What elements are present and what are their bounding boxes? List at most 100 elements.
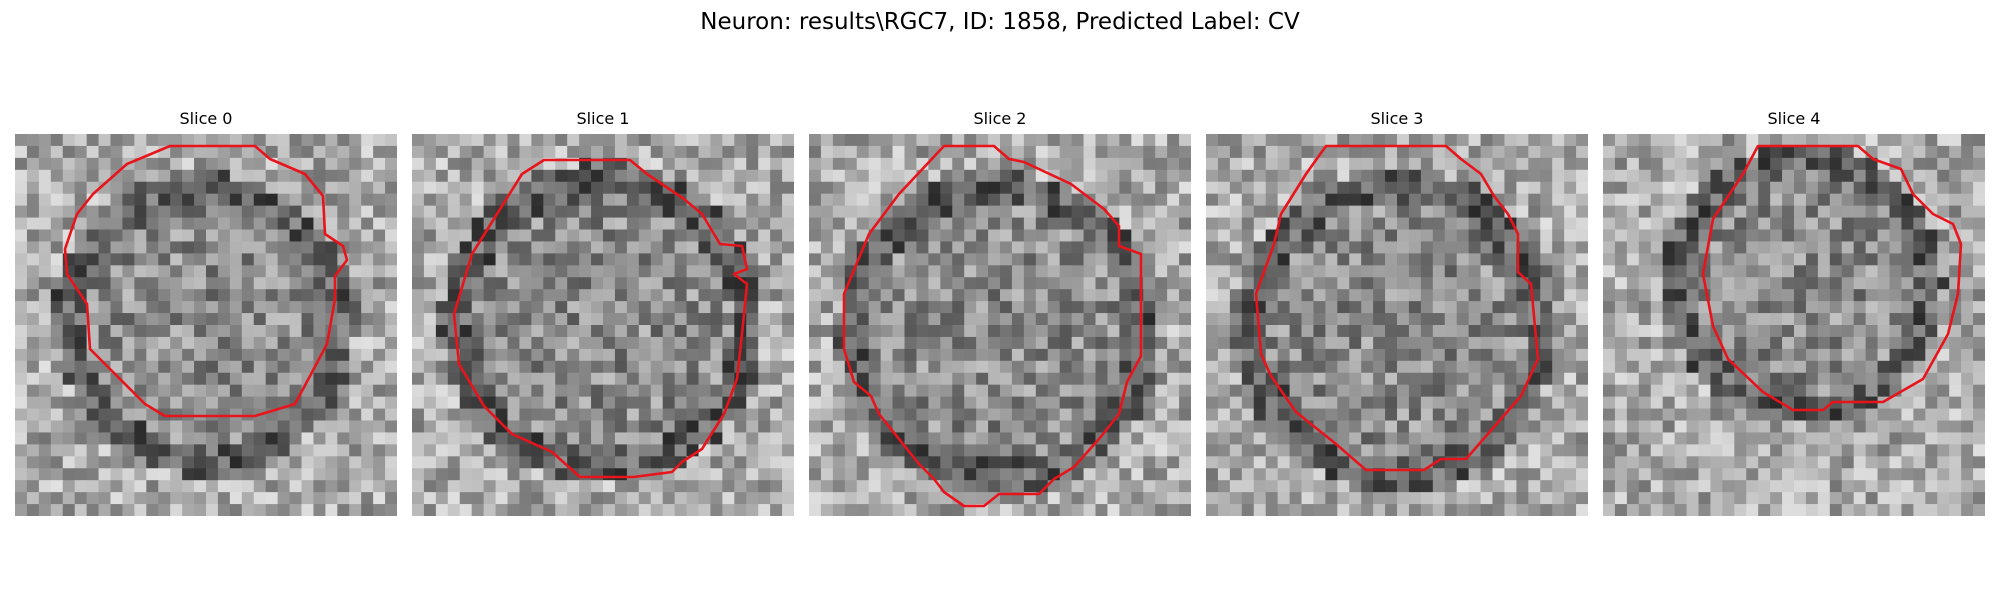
image-pixel: [230, 444, 243, 457]
image-pixel: [15, 444, 28, 457]
image-pixel: [472, 206, 485, 219]
image-pixel: [122, 170, 135, 183]
image-pixel: [1325, 277, 1338, 290]
image-pixel: [27, 313, 40, 326]
image-pixel: [964, 480, 977, 493]
image-pixel: [1615, 385, 1628, 398]
image-pixel: [1949, 397, 1962, 410]
image-pixel: [1385, 504, 1398, 516]
image-pixel: [770, 421, 783, 434]
image-pixel: [758, 504, 771, 516]
image-pixel: [857, 301, 870, 314]
image-pixel: [1421, 194, 1434, 207]
image-pixel: [845, 385, 858, 398]
image-pixel: [1048, 373, 1061, 386]
image-pixel: [746, 241, 759, 254]
image-pixel: [782, 349, 794, 362]
image-pixel: [448, 218, 461, 231]
image-pixel: [436, 230, 449, 243]
image-pixel: [770, 230, 783, 243]
image-pixel: [964, 349, 977, 362]
image-pixel: [51, 146, 64, 159]
image-pixel: [1722, 289, 1735, 302]
image-pixel: [158, 468, 171, 481]
image-pixel: [1119, 230, 1132, 243]
image-pixel: [567, 182, 580, 195]
image-pixel: [1794, 218, 1807, 231]
image-pixel: [1290, 265, 1303, 278]
image-pixel: [1373, 313, 1386, 326]
image-pixel: [1675, 301, 1688, 314]
image-pixel: [170, 134, 183, 147]
image-pixel: [1445, 409, 1458, 422]
image-pixel: [1878, 170, 1891, 183]
image-pixel: [1937, 432, 1950, 445]
image-pixel: [651, 265, 664, 278]
image-pixel: [218, 230, 231, 243]
image-pixel: [651, 218, 664, 231]
image-pixel: [710, 468, 723, 481]
image-pixel: [1024, 218, 1037, 231]
image-pixel: [699, 409, 712, 422]
image-pixel: [87, 444, 100, 457]
image-pixel: [460, 432, 473, 445]
image-pixel: [1290, 492, 1303, 505]
image-pixel: [567, 134, 580, 147]
image-pixel: [1107, 146, 1120, 159]
image-pixel: [218, 480, 231, 493]
image-pixel: [579, 361, 592, 374]
image-pixel: [1266, 289, 1279, 302]
image-pixel: [1024, 241, 1037, 254]
image-pixel: [1290, 456, 1303, 469]
image-pixel: [206, 218, 219, 231]
image-pixel: [1337, 241, 1350, 254]
image-pixel: [1119, 337, 1132, 350]
image-pixel: [1528, 241, 1541, 254]
image-pixel: [122, 134, 135, 147]
image-pixel: [111, 194, 124, 207]
image-pixel: [182, 444, 195, 457]
image-pixel: [51, 194, 64, 207]
image-pixel: [1890, 409, 1903, 422]
image-pixel: [1901, 349, 1914, 362]
image-pixel: [194, 289, 207, 302]
image-pixel: [1167, 218, 1180, 231]
image-pixel: [1024, 170, 1037, 183]
image-pixel: [543, 241, 556, 254]
image-pixel: [194, 397, 207, 410]
image-pixel: [27, 265, 40, 278]
image-pixel: [543, 373, 556, 386]
image-pixel: [519, 134, 532, 147]
image-pixel: [170, 206, 183, 219]
image-pixel: [1373, 146, 1386, 159]
image-pixel: [1615, 325, 1628, 338]
image-pixel: [254, 134, 267, 147]
image-pixel: [218, 456, 231, 469]
image-pixel: [722, 349, 735, 362]
image-pixel: [87, 468, 100, 481]
image-pixel: [39, 194, 52, 207]
image-pixel: [361, 277, 374, 290]
image-pixel: [1493, 373, 1506, 386]
image-pixel: [1119, 182, 1132, 195]
image-pixel: [1024, 504, 1037, 516]
image-pixel: [1890, 349, 1903, 362]
image-pixel: [1457, 182, 1470, 195]
image-pixel: [627, 218, 640, 231]
image-pixel: [290, 301, 303, 314]
image-pixel: [627, 409, 640, 422]
image-pixel: [218, 134, 231, 147]
image-pixel: [424, 409, 437, 422]
image-pixel: [1254, 492, 1267, 505]
image-pixel: [1925, 397, 1938, 410]
image-pixel: [1710, 361, 1723, 374]
image-pixel: [15, 158, 28, 171]
image-pixel: [448, 265, 461, 278]
image-pixel: [639, 182, 652, 195]
image-pixel: [591, 409, 604, 422]
image-pixel: [1313, 313, 1326, 326]
image-pixel: [1036, 432, 1049, 445]
image-pixel: [63, 373, 76, 386]
image-pixel: [1961, 337, 1974, 350]
image-pixel: [881, 337, 894, 350]
